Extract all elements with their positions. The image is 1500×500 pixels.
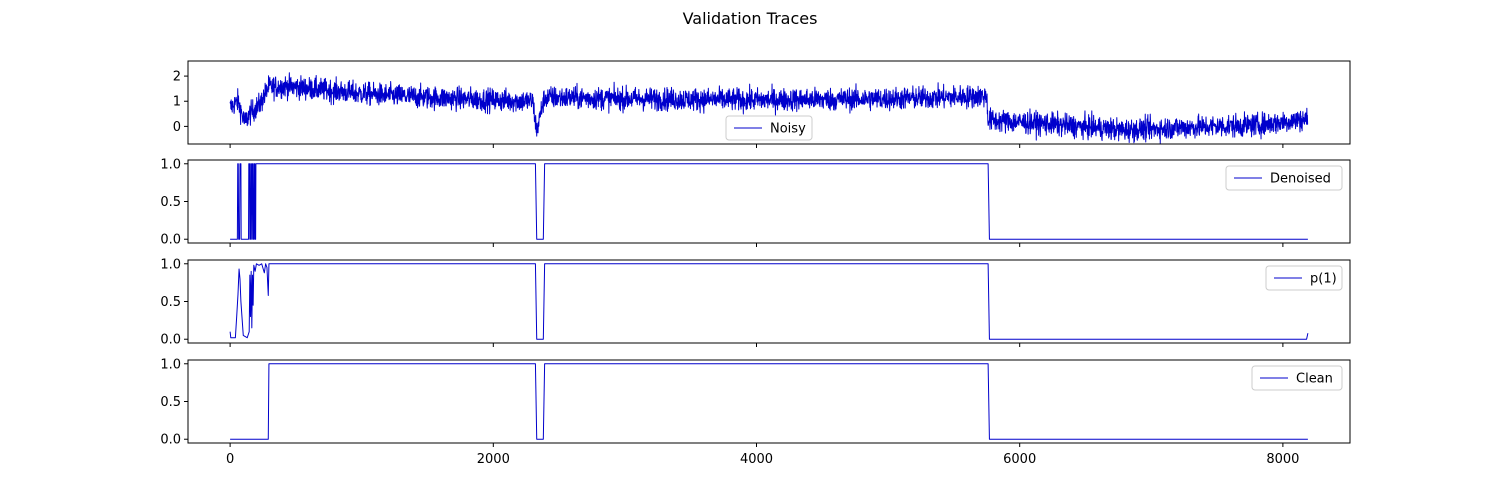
xtick-label: 8000 [1266,452,1299,467]
subplot-p1: 0.0 0.5 1.0 p(1) [160,257,1351,348]
p1-ytick-label: 1.0 [160,257,181,272]
denoised-ytick-label: 0.5 [160,195,181,210]
xtick-label: 2000 [477,452,510,467]
p1-trace [229,263,1309,340]
noisy-ytick-label: 0 [173,120,181,135]
noisy-legend-label: Noisy [770,122,806,137]
subplot-clean: 0.0 0.5 1.0 0 2000 4000 6000 8000 Clean [160,357,1351,467]
p1-ytick-label: 0.0 [160,333,181,348]
p1-legend-box [1265,265,1343,291]
denoised-legend-label: Denoised [1270,172,1331,187]
noisy-axes-frame [187,60,1351,145]
clean-ytick-label: 0.0 [160,433,181,448]
denoised-legend-box [1225,165,1343,191]
noisy-legend: Noisy [725,115,813,141]
xtick-label: 0 [226,452,234,467]
p1-ytick-label: 0.5 [160,295,181,310]
clean-trace [230,363,1308,440]
clean-legend-box [1251,365,1343,391]
noisy-legend-box [725,115,813,141]
figure-title: Validation Traces [683,9,818,28]
denoised-legend: Denoised [1225,165,1343,191]
clean-ytick-label: 1.0 [160,357,181,372]
p1-legend: p(1) [1265,265,1343,291]
noisy-trace [229,72,1309,144]
subplot-denoised: 0.0 0.5 1.0 Denoised [160,157,1351,248]
denoised-trace [230,163,1308,240]
xtick-label: 4000 [740,452,773,467]
noisy-ytick-label: 2 [173,70,181,85]
subplot-noisy: 0 1 2 Noisy [173,60,1351,148]
clean-ytick-label: 0.5 [160,395,181,410]
denoised-ytick-label: 1.0 [160,157,181,172]
p1-legend-label: p(1) [1310,272,1337,287]
xtick-label: 6000 [1003,452,1036,467]
axes-layer: 012Noisy0.00.51.0Denoised0.00.51.0p(1)0.… [160,60,1351,467]
noisy-ytick-label: 1 [173,95,181,110]
clean-legend: Clean [1251,365,1343,391]
clean-legend-label: Clean [1296,372,1333,387]
denoised-ytick-label: 0.0 [160,233,181,248]
